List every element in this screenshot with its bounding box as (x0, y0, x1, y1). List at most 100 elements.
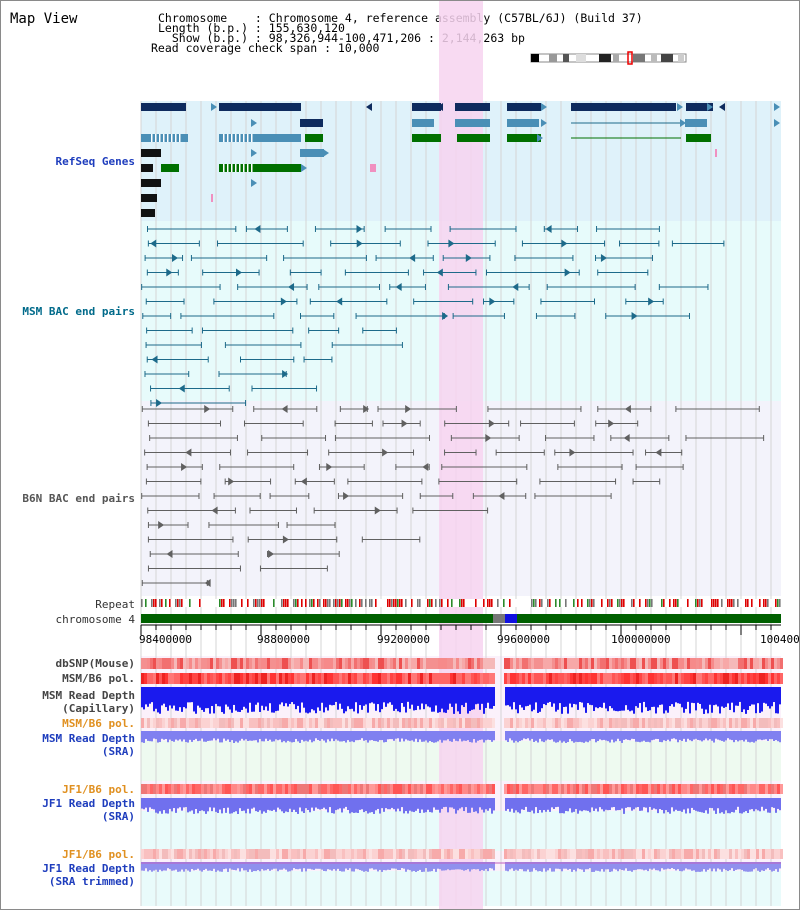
depth-bar (617, 862, 619, 872)
depth-bar (585, 731, 587, 742)
depth-bar (739, 687, 741, 702)
depth-bar (385, 862, 387, 871)
depth-bar (549, 798, 551, 812)
depth-bar (333, 862, 335, 870)
depth-bar (281, 862, 283, 870)
depth-bar (229, 687, 231, 710)
track-label-msm-depth-sra[interactable]: MSM Read Depth (42, 732, 135, 745)
depth-bar (249, 862, 251, 870)
depth-bar (345, 798, 347, 807)
track-label-jf1-pol-1[interactable]: JF1/B6 pol. (62, 783, 135, 796)
depth-bar (349, 687, 351, 710)
depth-bar (713, 862, 715, 869)
repeat-mark (233, 599, 235, 607)
depth-bar (275, 862, 277, 869)
heat-cell (678, 718, 681, 728)
heat-cell (660, 718, 663, 728)
depth-bar (225, 862, 227, 869)
track-label-msm-pol-2[interactable]: MSM/B6 pol. (62, 717, 135, 730)
heat-cell (513, 849, 516, 859)
heat-cell (150, 718, 153, 728)
depth-bar (411, 731, 413, 741)
heat-cell (693, 784, 696, 794)
depth-bar (263, 687, 265, 711)
depth-bar (297, 862, 299, 870)
depth-bar (633, 798, 635, 810)
depth-bar (157, 798, 159, 814)
track-label-jf1-depth[interactable]: JF1 Read Depth (42, 797, 135, 810)
depth-bar (397, 862, 399, 870)
depth-bar (489, 798, 491, 809)
heat-cell (642, 784, 645, 794)
depth-bar (351, 687, 353, 709)
track-label-msm-depth-cap[interactable]: MSM Read Depth (42, 689, 135, 702)
depth-bar (577, 862, 579, 869)
depth-bar (721, 731, 723, 741)
heat-cell (351, 673, 354, 684)
repeat-mark (639, 599, 641, 607)
depth-bar (191, 862, 193, 870)
track-label-jf1-trim[interactable]: JF1 Read Depth (42, 862, 135, 875)
heat-cell (525, 718, 528, 728)
depth-bar (157, 731, 159, 743)
heat-cell (159, 849, 162, 859)
depth-bar (331, 798, 333, 814)
heat-cell (717, 718, 720, 728)
heat-cell (312, 784, 315, 794)
depth-bar (345, 687, 347, 712)
exon-sep (159, 134, 161, 142)
heat-cell (660, 849, 663, 859)
heat-cell (531, 849, 534, 859)
depth-bar (317, 731, 319, 740)
depth-bar (277, 862, 279, 872)
repeat-mark (253, 599, 255, 607)
heat-cell (759, 673, 762, 684)
depth-bar (335, 687, 337, 702)
depth-bar (517, 687, 519, 714)
heat-cell (183, 784, 186, 794)
exon-sep (227, 164, 229, 172)
depth-bar (671, 731, 673, 739)
heat-cell (522, 849, 525, 859)
depth-bar (155, 798, 157, 813)
gene-arrow (363, 405, 370, 413)
heat-cell (708, 784, 711, 794)
heat-cell (672, 718, 675, 728)
track-label-msm-bac[interactable]: MSM BAC end pairs (22, 305, 135, 318)
heat-cell (708, 718, 711, 728)
depth-bar (313, 798, 315, 811)
depth-bar (349, 798, 351, 814)
heat-cell (276, 784, 279, 794)
repeat-mark (401, 599, 403, 607)
depth-bar (299, 862, 301, 869)
repeat-mark (361, 599, 363, 607)
depth-bar (653, 862, 655, 869)
repeat-mark (371, 599, 373, 607)
track-label-refseq[interactable]: RefSeq Genes (55, 155, 135, 168)
heat-cell (276, 658, 279, 669)
repeat-mark (733, 599, 735, 607)
heat-cell (747, 849, 750, 859)
repeat-mark (497, 599, 499, 607)
heat-cell (471, 673, 474, 684)
depth-bar (273, 798, 275, 810)
repeat-mark (549, 599, 551, 607)
heat-cell (627, 849, 630, 859)
track-label-msm-pol-1[interactable]: MSM/B6 pol. (62, 672, 135, 685)
depth-bar (211, 687, 213, 707)
depth-bar (271, 687, 273, 713)
depth-bar (345, 862, 347, 869)
exon-sep (151, 134, 153, 142)
heat-cell (468, 784, 471, 794)
track-label-jf1-pol-2[interactable]: JF1/B6 pol. (62, 848, 135, 861)
track-label-dbsnp[interactable]: dbSNP(Mouse) (55, 657, 135, 670)
depth-bar (713, 731, 715, 743)
depth-bar (435, 687, 437, 706)
heat-cell (225, 784, 228, 794)
track-label-b6n-bac[interactable]: B6N BAC end pairs (22, 492, 135, 505)
heat-cell (576, 673, 579, 684)
depth-bar (621, 862, 623, 870)
depth-bar (627, 798, 629, 808)
depth-bar (395, 798, 397, 812)
